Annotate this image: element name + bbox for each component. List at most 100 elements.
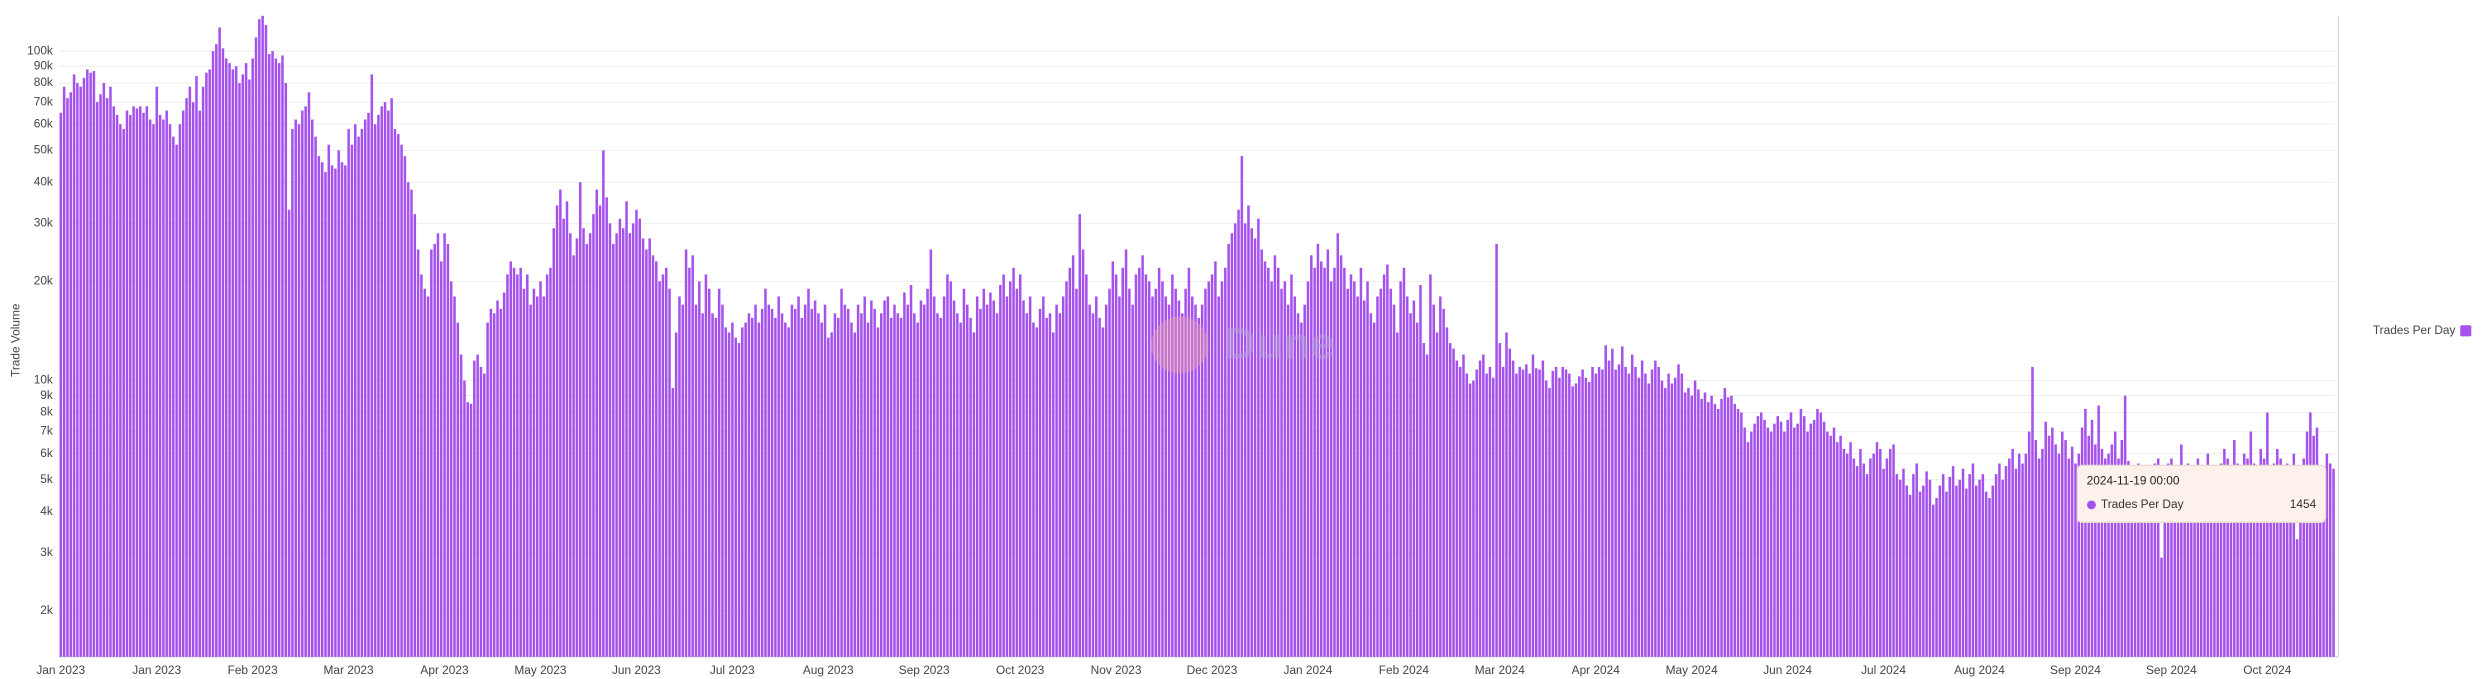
bar — [1339, 255, 1343, 657]
bar — [972, 332, 976, 657]
bar — [645, 249, 648, 657]
bar — [314, 136, 317, 657]
bar — [2104, 458, 2107, 657]
bar — [1415, 322, 1419, 657]
bar — [1138, 267, 1141, 657]
bar — [760, 308, 764, 657]
bar — [201, 86, 205, 657]
bar — [1584, 377, 1588, 657]
bar — [946, 274, 949, 657]
bar — [1177, 300, 1181, 657]
bar — [1968, 474, 1971, 657]
bar — [2160, 557, 2163, 657]
bar — [337, 150, 340, 657]
bar — [1670, 383, 1674, 657]
bar — [648, 238, 651, 657]
bar — [1018, 274, 1022, 657]
bar — [1025, 313, 1029, 657]
bar — [661, 274, 665, 657]
bar — [1541, 360, 1545, 657]
bar — [1885, 458, 1889, 657]
bar — [89, 72, 92, 657]
bar — [1872, 453, 1875, 657]
bar — [1802, 416, 1806, 657]
bar — [162, 119, 165, 657]
bar — [2100, 448, 2104, 657]
bar — [1478, 360, 1482, 657]
bar — [1303, 304, 1306, 657]
bar — [1806, 431, 1809, 657]
bar — [1859, 448, 1862, 657]
bar — [628, 233, 632, 657]
bar — [1207, 281, 1211, 657]
bar — [691, 255, 694, 657]
bar — [264, 25, 268, 657]
bar — [446, 243, 450, 657]
bar — [572, 255, 575, 657]
bar — [595, 189, 599, 657]
bar — [522, 288, 526, 657]
bar — [152, 124, 155, 657]
bar — [1680, 373, 1684, 657]
bar — [142, 112, 145, 657]
bar — [2285, 463, 2289, 657]
bar — [195, 76, 198, 657]
bar — [727, 332, 731, 657]
bar — [2150, 479, 2153, 657]
bar — [228, 63, 231, 657]
bar — [1925, 471, 1928, 657]
bar — [360, 129, 364, 657]
bar — [1525, 364, 1528, 657]
bar — [420, 274, 423, 657]
bar — [1184, 288, 1187, 657]
bar — [1167, 304, 1171, 657]
bar — [430, 249, 433, 657]
tooltip-value: 1454 — [2290, 497, 2317, 511]
bar — [2262, 458, 2266, 657]
bar — [1276, 267, 1280, 657]
bar — [883, 300, 886, 657]
bar — [291, 129, 294, 657]
bar — [2299, 468, 2302, 657]
bar — [1455, 360, 1459, 657]
bar — [870, 300, 873, 657]
bar — [1392, 304, 1396, 657]
bar — [850, 322, 853, 657]
bar — [1121, 267, 1125, 657]
bar — [413, 214, 417, 657]
bar — [1071, 255, 1075, 657]
bar — [2027, 431, 2031, 657]
y-tick-label: 90k — [34, 58, 53, 72]
bar — [155, 86, 159, 657]
bar — [1316, 243, 1320, 657]
bar — [297, 124, 301, 657]
bar — [1468, 383, 1472, 657]
bar — [1111, 261, 1115, 657]
bar — [2120, 440, 2124, 657]
bar — [2047, 435, 2051, 657]
bar — [132, 106, 135, 657]
x-tick-label: Feb 2023 — [228, 663, 279, 677]
bar — [2332, 468, 2335, 657]
bars — [59, 15, 2335, 657]
bar — [2140, 474, 2143, 657]
bar — [1965, 488, 1968, 657]
bar — [2064, 440, 2067, 657]
watermark-logo — [1151, 316, 1209, 374]
bar — [281, 55, 284, 657]
bar — [2163, 504, 2167, 657]
bar — [1568, 373, 1571, 657]
bar — [1571, 386, 1574, 657]
bar — [668, 288, 671, 657]
bar — [2328, 463, 2332, 657]
bar — [1974, 485, 1978, 657]
bar — [469, 403, 473, 657]
bar — [1740, 412, 1743, 657]
bar — [1720, 398, 1723, 657]
bar — [1902, 468, 1905, 657]
bar — [2127, 460, 2130, 657]
bar — [1448, 343, 1452, 657]
bar — [393, 129, 397, 657]
bar — [1214, 261, 1217, 657]
bar — [416, 249, 420, 657]
